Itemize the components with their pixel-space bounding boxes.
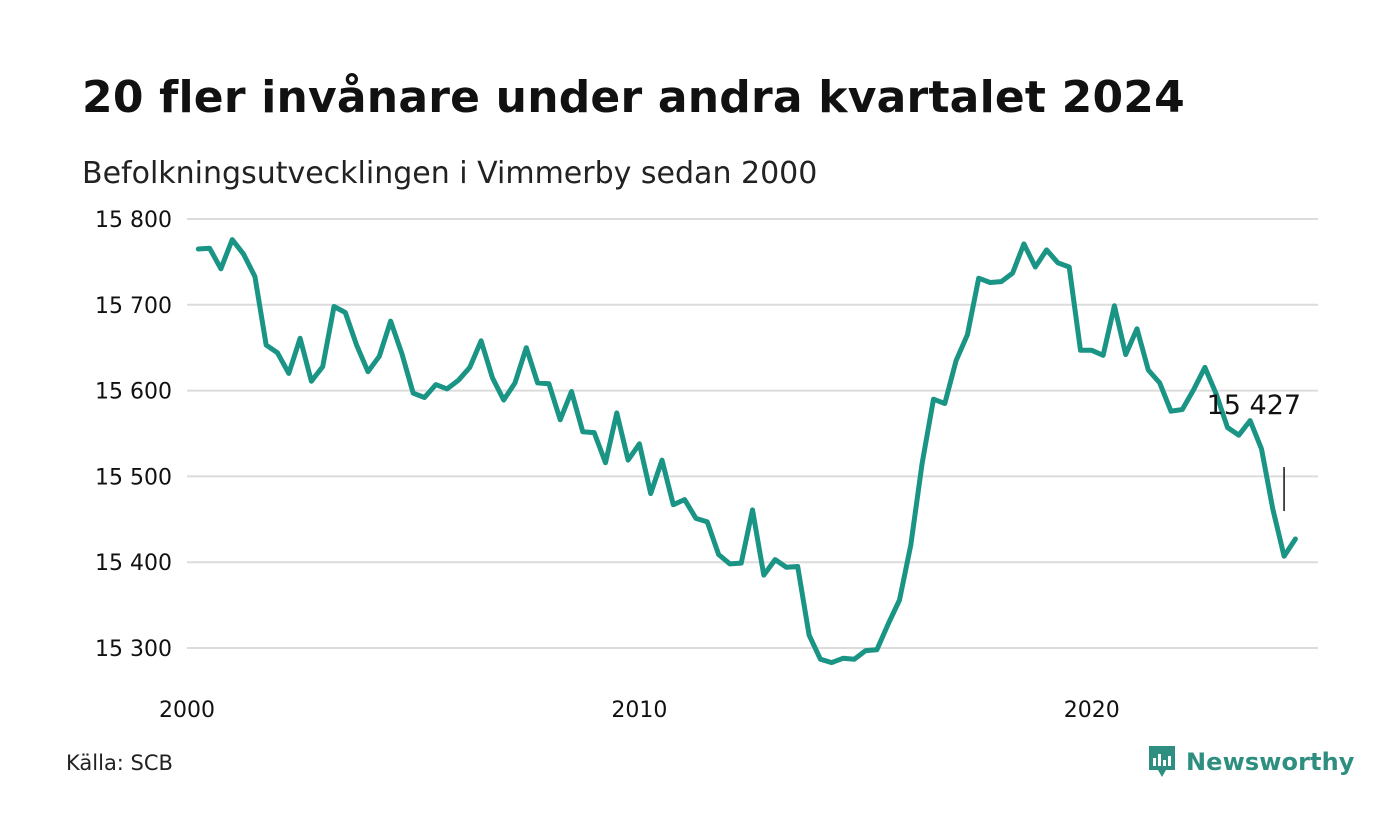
brand-logo: Newsworthy: [1147, 742, 1355, 782]
y-tick-label: 15 400: [95, 551, 172, 576]
population-series-line: [195, 237, 1298, 666]
y-tick-label: 15 800: [95, 208, 172, 233]
y-tick-label: 15 600: [95, 380, 172, 405]
x-tick-label: 2000: [159, 698, 215, 723]
source-note: Källa: SCB: [66, 751, 173, 775]
x-tick-label: 2010: [611, 698, 667, 723]
annotation: 15 427: [1207, 390, 1301, 512]
chart-subtitle: Befolkningsutvecklingen i Vimmerby sedan…: [82, 156, 818, 191]
newsworthy-logo-icon: [1149, 746, 1175, 777]
y-tick-label: 15 500: [95, 465, 172, 490]
data-series: [195, 237, 1298, 666]
brand-name: Newsworthy: [1186, 748, 1355, 776]
chart-title: 20 fler invånare under andra kvartalet 2…: [82, 72, 1185, 123]
y-axis-tick-labels: 15 300 15 400 15 500 15 600 15 700 15 800: [95, 208, 172, 662]
y-tick-label: 15 300: [95, 637, 172, 662]
y-tick-label: 15 700: [95, 294, 172, 319]
gridlines: [187, 218, 1318, 649]
annotation-label: 15 427: [1207, 390, 1301, 421]
x-tick-label: 2020: [1064, 698, 1120, 723]
x-axis-tick-labels: 2000 2010 2020: [159, 698, 1120, 723]
